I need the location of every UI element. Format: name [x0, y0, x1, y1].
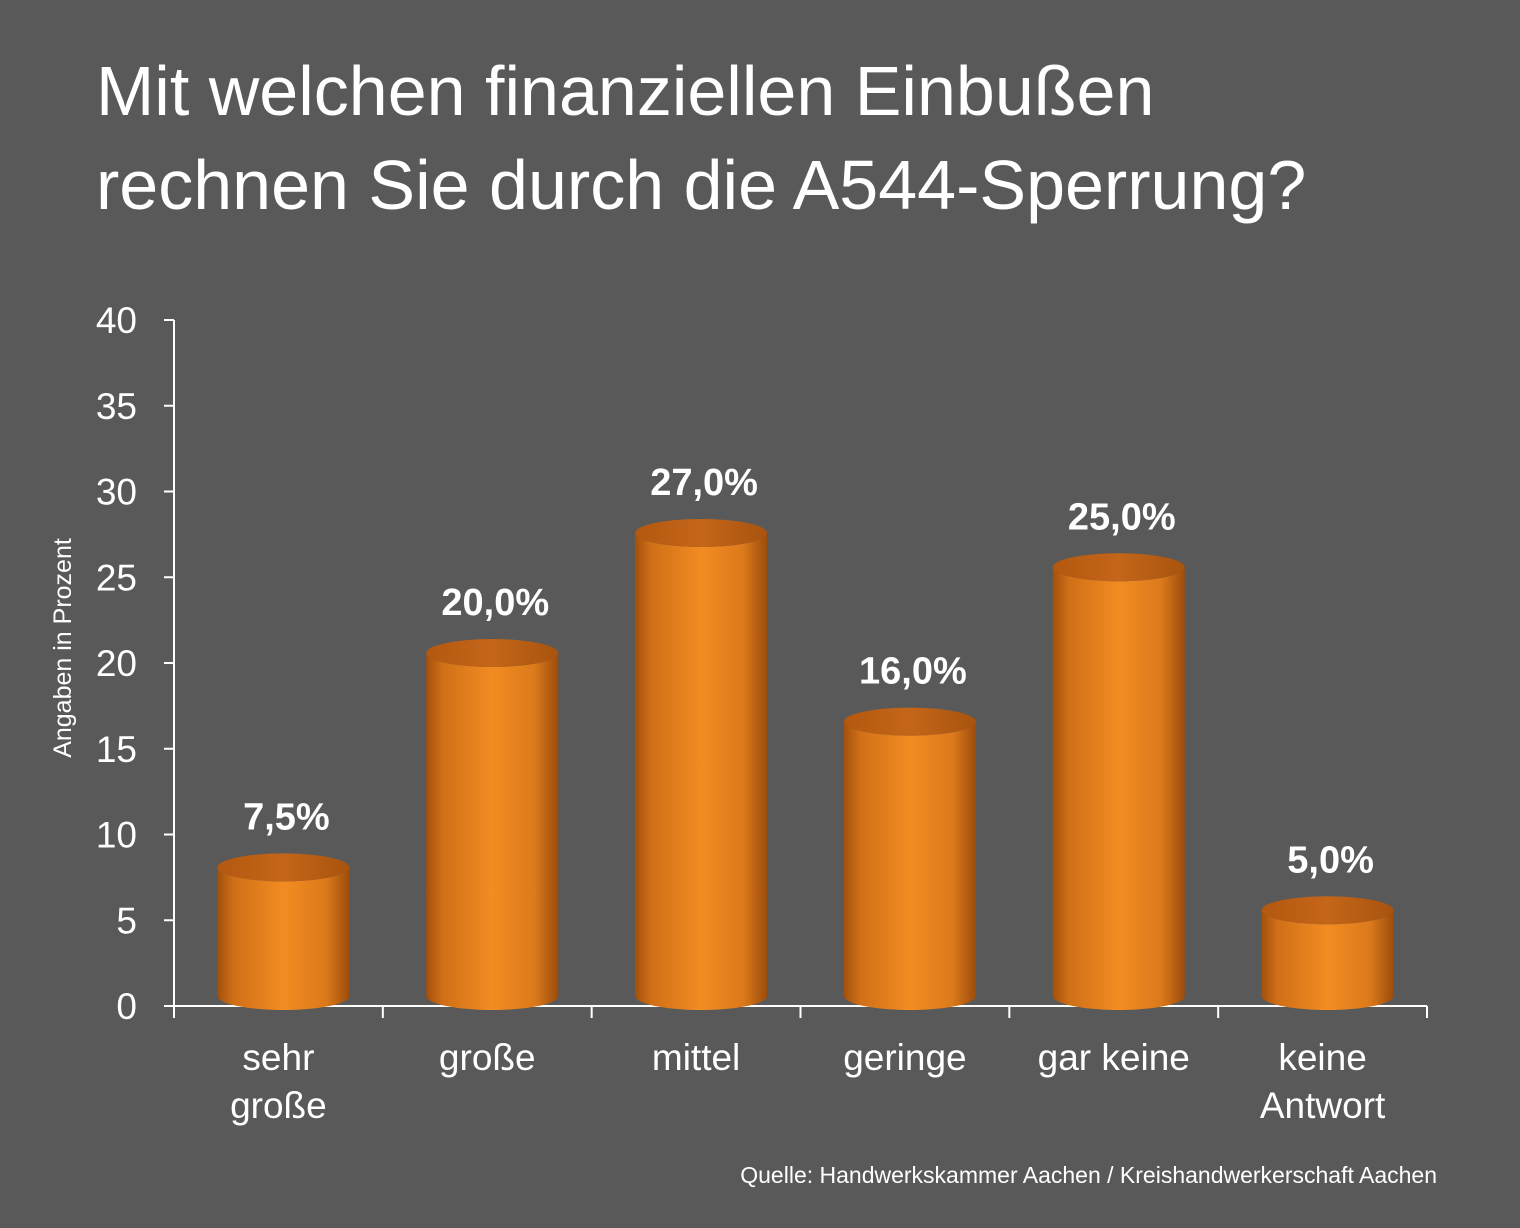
bar-2 [635, 518, 768, 1011]
y-tick-label: 0 [116, 986, 137, 1027]
category-label: große [439, 1037, 536, 1078]
y-axis-label: Angaben in Prozent [49, 538, 77, 758]
y-tick-label: 40 [96, 300, 137, 341]
category-label: keine Antwort [1260, 1037, 1386, 1126]
bar-top [1261, 896, 1394, 925]
bar-body [217, 867, 350, 1010]
labels: 7,5% sehr große 20,0% große 27,0% mittel 16,0% g… [230, 462, 1386, 1126]
bar-body [843, 721, 976, 1011]
value-label: 25,0% [1068, 496, 1176, 538]
bar-body [1052, 567, 1185, 1011]
y-tick-label: 35 [96, 386, 137, 427]
y-tick-label: 30 [96, 472, 137, 513]
category-label-line: keine [1278, 1037, 1366, 1078]
bar-1 [426, 639, 559, 1011]
category-label-line: große [439, 1037, 536, 1078]
category-label-line: gar keine [1038, 1037, 1190, 1078]
bar-top [843, 707, 976, 736]
bar-body [426, 653, 559, 1011]
value-label: 16,0% [859, 651, 967, 693]
category-label-line: sehr [242, 1037, 314, 1078]
axes: 0 5 10 15 20 25 30 35 40 [96, 300, 1428, 1027]
bar-body [1261, 910, 1394, 1011]
bar-top [217, 853, 350, 882]
category-label: sehr große [230, 1037, 327, 1126]
y-tick-label: 15 [96, 729, 137, 770]
bar-body [635, 532, 768, 1011]
category-label-line: geringe [843, 1037, 966, 1078]
bar-top [635, 518, 768, 547]
bar-4 [1052, 553, 1185, 1011]
category-label: mittel [652, 1037, 740, 1078]
value-label: 5,0% [1287, 839, 1374, 881]
bar-0 [217, 853, 350, 1010]
category-label: gar keine [1038, 1037, 1190, 1078]
y-tick-label: 10 [96, 815, 137, 856]
y-tick-label: 25 [96, 557, 137, 598]
source-note: Quelle: Handwerkskammer Aachen / Kreisha… [740, 1162, 1437, 1188]
category-label: geringe [843, 1037, 966, 1078]
category-label-line: große [230, 1085, 327, 1126]
bars [217, 518, 1394, 1011]
bar-top [1052, 553, 1185, 582]
bar-top [426, 639, 559, 667]
category-label-line: Antwort [1260, 1085, 1386, 1126]
bar-3 [843, 707, 976, 1011]
value-label: 27,0% [650, 462, 758, 504]
y-tick-label: 5 [116, 900, 137, 941]
bar-5 [1261, 896, 1394, 1011]
value-label: 20,0% [441, 582, 549, 624]
y-tick-label: 20 [96, 643, 137, 684]
value-label: 7,5% [243, 796, 330, 838]
chart-title: Mit welchen finanziellen Einbußen rechne… [96, 52, 1307, 224]
category-label-line: mittel [652, 1037, 740, 1078]
